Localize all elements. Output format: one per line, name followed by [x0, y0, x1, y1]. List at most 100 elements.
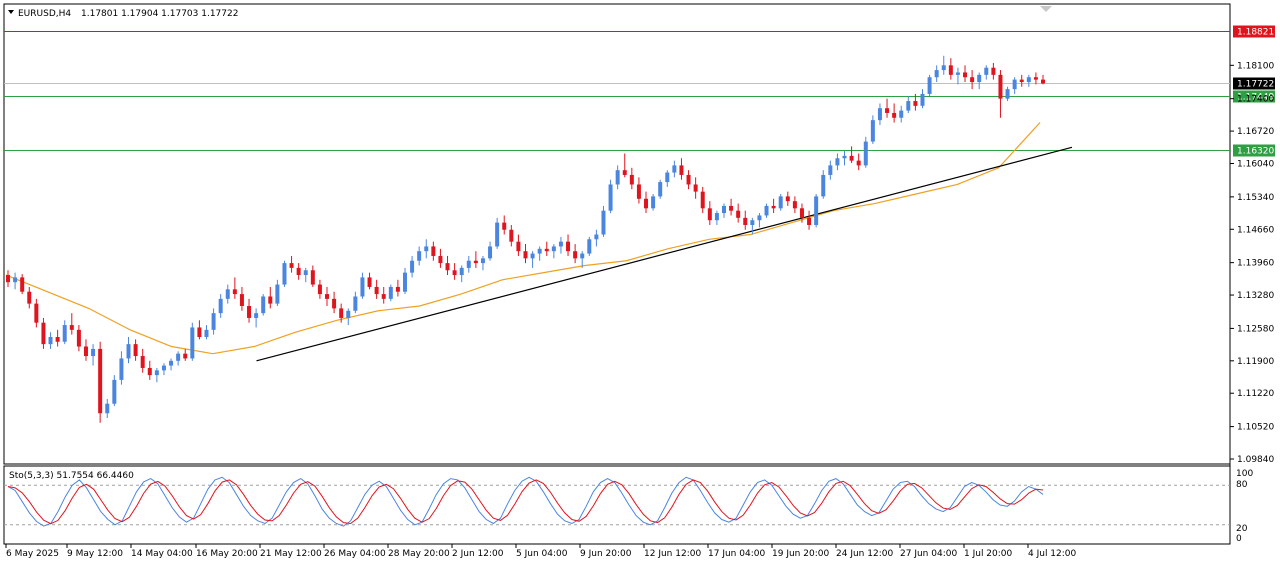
price-tick-label: 1.12580: [1237, 324, 1274, 334]
chart-shift-marker-icon[interactable]: [1040, 6, 1052, 12]
candle-body: [573, 251, 578, 259]
candle-body: [736, 210, 741, 218]
candles: [6, 55, 1045, 423]
price-tick-label: 1.17400: [1237, 95, 1274, 105]
candle-body: [523, 251, 528, 259]
candle-body: [799, 208, 804, 218]
symbol-menu-icon[interactable]: [8, 10, 14, 14]
candle-body: [332, 298, 337, 309]
candle-body: [721, 205, 726, 214]
time-tick-label: 26 May 04:00: [324, 549, 386, 559]
candle-body: [566, 241, 571, 252]
candle-body: [388, 286, 393, 299]
price-tick-label: 1.13280: [1237, 291, 1274, 301]
candle-body: [353, 296, 358, 311]
candle-body: [452, 270, 457, 276]
price-tick-label: 1.16720: [1237, 127, 1274, 137]
candle-body: [154, 370, 159, 376]
candle-body: [792, 201, 797, 209]
candle-body: [112, 379, 117, 404]
candle-body: [169, 360, 174, 366]
stoch-label: Sto(5,3,3) 51.7554 66.4460: [9, 471, 134, 481]
candle-body: [204, 329, 209, 337]
candle-body: [218, 298, 223, 314]
candle-body: [977, 74, 982, 82]
price-tick-label: 1.14660: [1237, 225, 1274, 235]
candle-body: [282, 263, 287, 285]
candle-body: [268, 296, 273, 304]
candle-body: [679, 165, 684, 175]
candle-body: [551, 246, 556, 252]
candle-body: [814, 196, 819, 225]
candle-body: [856, 160, 861, 166]
moving-average-line: [5, 122, 1041, 355]
candle-body: [147, 367, 152, 376]
candle-body: [821, 174, 826, 197]
price-tick-label: 1.11900: [1237, 357, 1274, 367]
candle-body: [580, 253, 585, 259]
price-label-text: 1.17449: [1237, 93, 1274, 103]
price-axis: 1.18100 1.17400 1.16720 1.16040 1.15340 1.146…: [1230, 61, 1274, 465]
candle-body: [438, 255, 443, 264]
candle-body: [906, 101, 911, 111]
candle-body: [91, 348, 96, 357]
candle-body: [651, 196, 656, 209]
main-panel: [3, 3, 1231, 465]
stoch-signal-line: [7, 479, 1044, 525]
candle-body: [55, 336, 60, 342]
time-tick-label: 4 Jul 12:00: [1028, 549, 1077, 559]
candle-body: [920, 93, 925, 106]
candle-body: [325, 294, 330, 299]
candle-body: [105, 403, 110, 414]
candle-body: [558, 241, 563, 247]
candle-body: [601, 210, 606, 235]
candle-body: [310, 270, 315, 285]
horizontal-lines[interactable]: 1.18821 1.17722 1.17449 1.16320: [4, 25, 1275, 157]
candle-body: [729, 205, 734, 211]
candle-body: [1012, 79, 1017, 90]
candle-body: [83, 346, 88, 357]
candle-body: [963, 72, 968, 78]
stoch-panel: [3, 465, 1231, 545]
candle-body: [41, 322, 46, 345]
candle-body: [1019, 79, 1024, 82]
time-tick-label: 6 May 2025: [6, 549, 59, 559]
trendline[interactable]: [256, 146, 1073, 362]
candle-body: [1033, 77, 1038, 80]
candle-body: [76, 329, 81, 347]
candle-body: [1026, 77, 1031, 82]
candle-body: [913, 101, 918, 106]
candle-body: [69, 325, 74, 330]
candle-body: [842, 155, 847, 159]
candle-body: [622, 170, 627, 175]
candle-body: [750, 220, 755, 225]
candle-body: [693, 184, 698, 192]
candle-body: [275, 284, 280, 304]
time-tick-label: 5 Jun 04:00: [516, 549, 568, 559]
candle-body: [410, 260, 415, 273]
candle-body: [892, 112, 897, 118]
stoch-scale-20: 20: [1236, 524, 1248, 534]
candle-body: [417, 251, 422, 261]
candle-body: [594, 234, 599, 240]
candle-body: [502, 222, 507, 230]
candle-body: [20, 277, 25, 292]
price-tick-label: 1.10520: [1237, 423, 1274, 433]
time-tick-label: 21 May 12:00: [260, 549, 322, 559]
candle-body: [629, 174, 634, 185]
candle-body: [544, 248, 549, 252]
candle-body: [190, 327, 195, 359]
candle-body: [211, 313, 216, 330]
candle-body: [807, 217, 812, 225]
time-tick-label: 28 May 20:00: [388, 549, 450, 559]
candle-body: [488, 246, 493, 259]
candle-body: [885, 108, 890, 113]
ohlc-readout: 1.17801 1.17904 1.17703 1.17722: [81, 9, 238, 19]
candle-body: [133, 344, 138, 357]
time-tick-label: 12 Jun 12:00: [644, 549, 701, 559]
candle-body: [587, 239, 592, 254]
candle-body: [98, 348, 103, 414]
candle-body: [239, 294, 244, 307]
time-tick-label: 9 Jun 20:00: [580, 549, 632, 559]
